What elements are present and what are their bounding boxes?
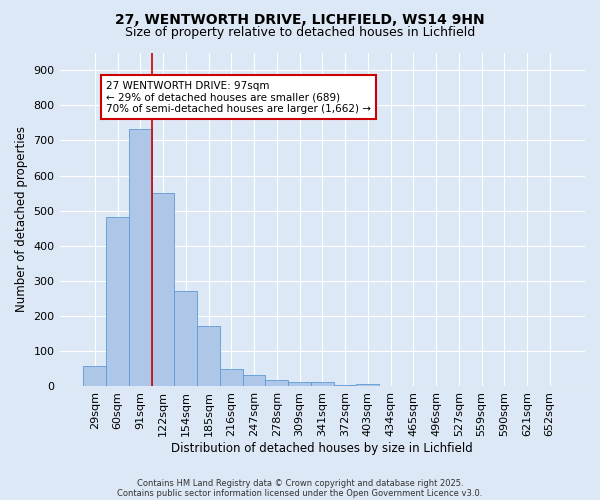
Bar: [311, 382, 334, 386]
Bar: [220, 369, 242, 386]
X-axis label: Distribution of detached houses by size in Lichfield: Distribution of detached houses by size …: [172, 442, 473, 455]
Bar: [334, 384, 356, 386]
Text: Contains HM Land Registry data © Crown copyright and database right 2025.: Contains HM Land Registry data © Crown c…: [137, 478, 463, 488]
Y-axis label: Number of detached properties: Number of detached properties: [15, 126, 28, 312]
Bar: [288, 382, 311, 386]
Bar: [197, 326, 220, 386]
Bar: [129, 130, 152, 386]
Text: Contains public sector information licensed under the Open Government Licence v3: Contains public sector information licen…: [118, 488, 482, 498]
Bar: [83, 366, 106, 386]
Bar: [106, 216, 129, 386]
Bar: [152, 193, 175, 386]
Text: 27, WENTWORTH DRIVE, LICHFIELD, WS14 9HN: 27, WENTWORTH DRIVE, LICHFIELD, WS14 9HN: [115, 12, 485, 26]
Text: Size of property relative to detached houses in Lichfield: Size of property relative to detached ho…: [125, 26, 475, 39]
Bar: [265, 380, 288, 386]
Bar: [175, 291, 197, 386]
Bar: [242, 375, 265, 386]
Text: 27 WENTWORTH DRIVE: 97sqm
← 29% of detached houses are smaller (689)
70% of semi: 27 WENTWORTH DRIVE: 97sqm ← 29% of detac…: [106, 80, 371, 114]
Bar: [356, 384, 379, 386]
